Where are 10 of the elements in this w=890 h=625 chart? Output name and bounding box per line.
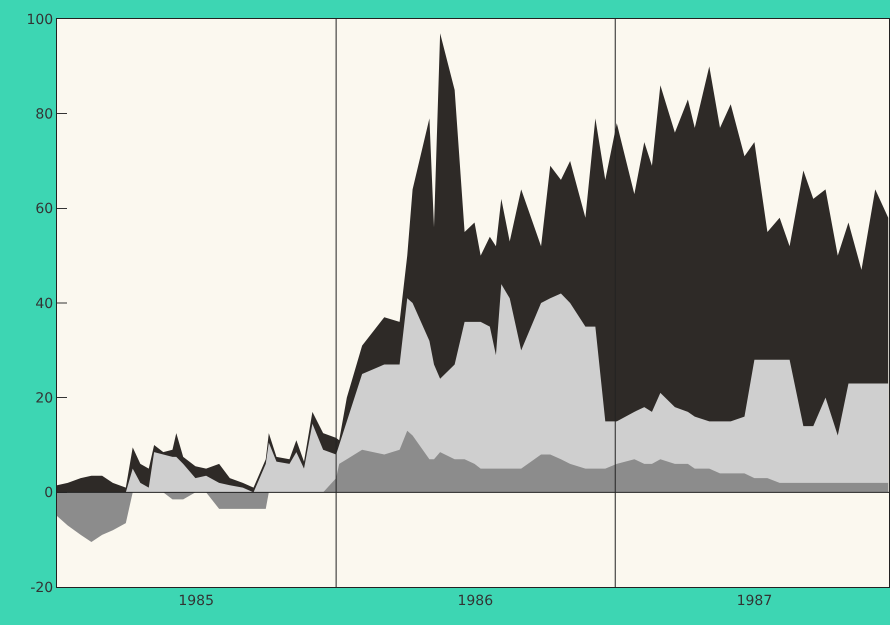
x-tick-label: 1986 [457, 592, 494, 609]
y-tick-label: 80 [35, 106, 54, 123]
y-tick-label: 60 [35, 201, 54, 218]
y-tick-label: 20 [35, 390, 54, 407]
y-tick-label: 40 [35, 296, 54, 312]
x-tick-label: 1987 [736, 592, 772, 609]
y-tick-label: 100 [26, 12, 54, 28]
y-tick-label: 0 [44, 485, 54, 502]
y-tick-label: -20 [30, 580, 54, 596]
x-tick-label: 1985 [178, 592, 214, 609]
